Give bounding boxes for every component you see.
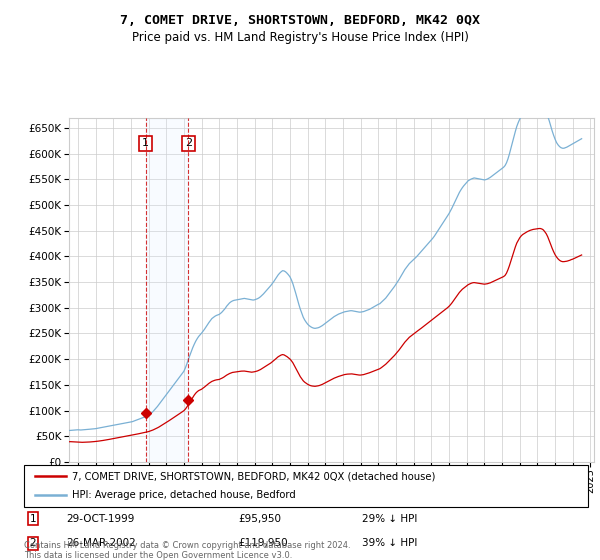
Text: 26-MAR-2002: 26-MAR-2002	[66, 538, 136, 548]
FancyBboxPatch shape	[24, 465, 588, 507]
Text: 29% ↓ HPI: 29% ↓ HPI	[362, 514, 418, 524]
Text: £119,950: £119,950	[238, 538, 288, 548]
Text: Contains HM Land Registry data © Crown copyright and database right 2024.
This d: Contains HM Land Registry data © Crown c…	[24, 540, 350, 560]
Text: 7, COMET DRIVE, SHORTSTOWN, BEDFORD, MK42 0QX (detached house): 7, COMET DRIVE, SHORTSTOWN, BEDFORD, MK4…	[72, 471, 436, 481]
Text: 39% ↓ HPI: 39% ↓ HPI	[362, 538, 418, 548]
Text: 1: 1	[29, 514, 36, 524]
Text: 2: 2	[185, 138, 192, 148]
Text: 7, COMET DRIVE, SHORTSTOWN, BEDFORD, MK42 0QX: 7, COMET DRIVE, SHORTSTOWN, BEDFORD, MK4…	[120, 14, 480, 27]
Text: Price paid vs. HM Land Registry's House Price Index (HPI): Price paid vs. HM Land Registry's House …	[131, 31, 469, 44]
Bar	[146, 118, 188, 462]
Text: 2: 2	[29, 538, 36, 548]
Text: HPI: Average price, detached house, Bedford: HPI: Average price, detached house, Bedf…	[72, 491, 296, 501]
Text: 29-OCT-1999: 29-OCT-1999	[66, 514, 134, 524]
Text: 1: 1	[142, 138, 149, 148]
Text: £95,950: £95,950	[238, 514, 281, 524]
